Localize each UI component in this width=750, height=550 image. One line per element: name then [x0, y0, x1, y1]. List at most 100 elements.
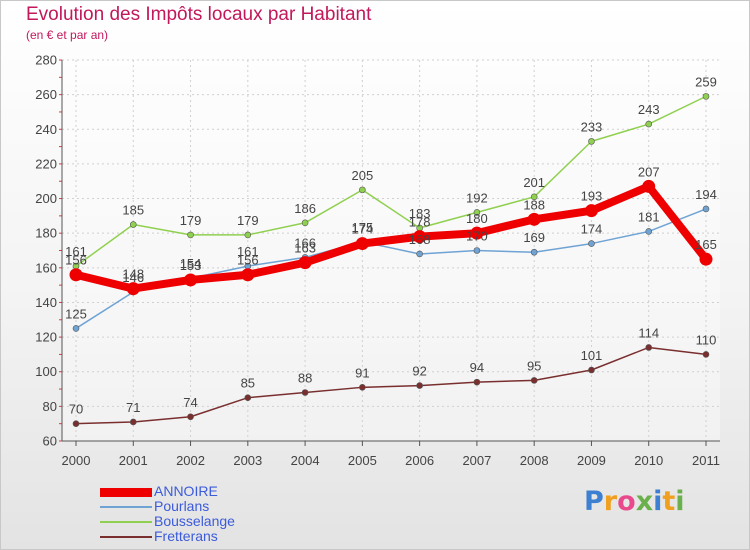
data-point — [184, 273, 198, 287]
data-label: 95 — [527, 358, 541, 373]
data-label: 70 — [69, 402, 83, 417]
data-label: 165 — [695, 237, 717, 252]
data-point — [359, 186, 366, 194]
data-point — [642, 179, 656, 193]
logo-letter: x — [635, 486, 654, 517]
data-point — [702, 93, 710, 100]
x-tick-label: 2007 — [462, 453, 491, 468]
data-point — [187, 231, 194, 239]
legend-label: ANNOIRE — [154, 483, 218, 499]
data-point — [530, 377, 538, 384]
data-label: 205 — [352, 168, 374, 183]
data-label: 174 — [352, 222, 374, 237]
data-point — [473, 378, 481, 386]
data-point — [72, 325, 80, 332]
data-label: 180 — [466, 211, 488, 226]
data-label: 74 — [183, 395, 197, 410]
y-tick-label: 220 — [35, 156, 57, 171]
series-line — [72, 182, 710, 293]
data-point — [355, 237, 369, 251]
data-point — [645, 120, 653, 128]
data-label: 88 — [298, 371, 312, 386]
y-tick-label: 240 — [35, 122, 57, 137]
axes: 60 80 100 120 140 160 180 200 220 240 260 280 2000 20… — [35, 53, 720, 468]
data-label: 193 — [581, 189, 603, 204]
data-label: 156 — [237, 253, 259, 268]
data-point — [473, 209, 481, 216]
data-point — [470, 226, 484, 240]
data-point — [584, 204, 598, 218]
data-point — [645, 228, 653, 235]
data-label: 146 — [122, 270, 144, 285]
y-tick-label: 120 — [35, 330, 57, 345]
data-point — [530, 193, 538, 201]
data-label: 194 — [695, 187, 717, 202]
data-point — [301, 389, 309, 396]
data-label: 179 — [237, 213, 259, 228]
data-label: 183 — [409, 206, 431, 221]
data-point — [69, 268, 83, 282]
y-tick-label: 260 — [35, 87, 57, 102]
legend-swatch — [100, 506, 152, 508]
y-tick-label: 200 — [35, 191, 57, 206]
x-tick-label: 2009 — [577, 453, 606, 468]
data-point — [244, 394, 252, 402]
series-annoire — [69, 179, 713, 296]
data-label: 192 — [466, 190, 488, 205]
proxiti-logo: Proxiti — [584, 486, 685, 517]
data-point — [129, 418, 137, 426]
data-point — [416, 250, 423, 258]
logo-letter: o — [617, 486, 636, 517]
data-label: 201 — [523, 175, 545, 190]
x-tick-label: 2008 — [520, 453, 549, 468]
legend-swatch — [100, 521, 152, 523]
x-tick-label: 2002 — [176, 453, 205, 468]
y-tick-label: 180 — [35, 226, 57, 241]
legend-label: Pourlans — [154, 498, 210, 514]
data-point — [241, 268, 255, 282]
plot-area — [62, 60, 720, 441]
data-label: 168 — [409, 232, 431, 247]
data-label: 233 — [581, 119, 603, 134]
data-label: 161 — [65, 244, 87, 259]
y-tick-label: 100 — [35, 364, 57, 379]
data-label: 156 — [65, 253, 87, 268]
x-tick-label: 2005 — [348, 453, 377, 468]
data-label: 188 — [523, 197, 545, 212]
data-point — [301, 219, 309, 227]
data-point — [588, 240, 595, 247]
legend-swatch — [100, 536, 152, 538]
data-label: 161 — [237, 244, 259, 259]
logo-letter: t — [662, 486, 676, 517]
data-point — [702, 351, 710, 358]
x-tick-label: 2003 — [233, 453, 262, 468]
y-tick-label: 140 — [35, 295, 57, 310]
data-label: 175 — [352, 220, 374, 235]
logo-letter: i — [675, 486, 685, 517]
series-line — [75, 346, 707, 425]
data-point — [359, 384, 366, 391]
legend-label: Bousselange — [154, 513, 235, 529]
data-label: 186 — [294, 201, 316, 216]
chart-subtitle: (en € et par an) — [26, 28, 109, 42]
data-label: 94 — [470, 360, 484, 375]
data-label: 154 — [180, 256, 202, 271]
data-label: 178 — [409, 215, 431, 230]
x-tick-label: 2011 — [692, 453, 720, 468]
legend-swatch — [100, 487, 152, 497]
data-label: 85 — [241, 376, 255, 391]
data-label: 163 — [294, 241, 316, 256]
data-label: 174 — [581, 222, 603, 237]
data-point — [473, 247, 481, 254]
data-label: 169 — [523, 230, 545, 245]
data-point — [244, 231, 252, 239]
series — [69, 93, 713, 427]
logo-letter: P — [584, 486, 604, 517]
series-fretterans — [72, 344, 710, 427]
legend-label: Fretterans — [154, 528, 218, 544]
data-point — [416, 382, 423, 389]
data-point — [72, 420, 80, 427]
x-tick-label: 2006 — [405, 453, 434, 468]
data-label: 71 — [126, 400, 140, 415]
